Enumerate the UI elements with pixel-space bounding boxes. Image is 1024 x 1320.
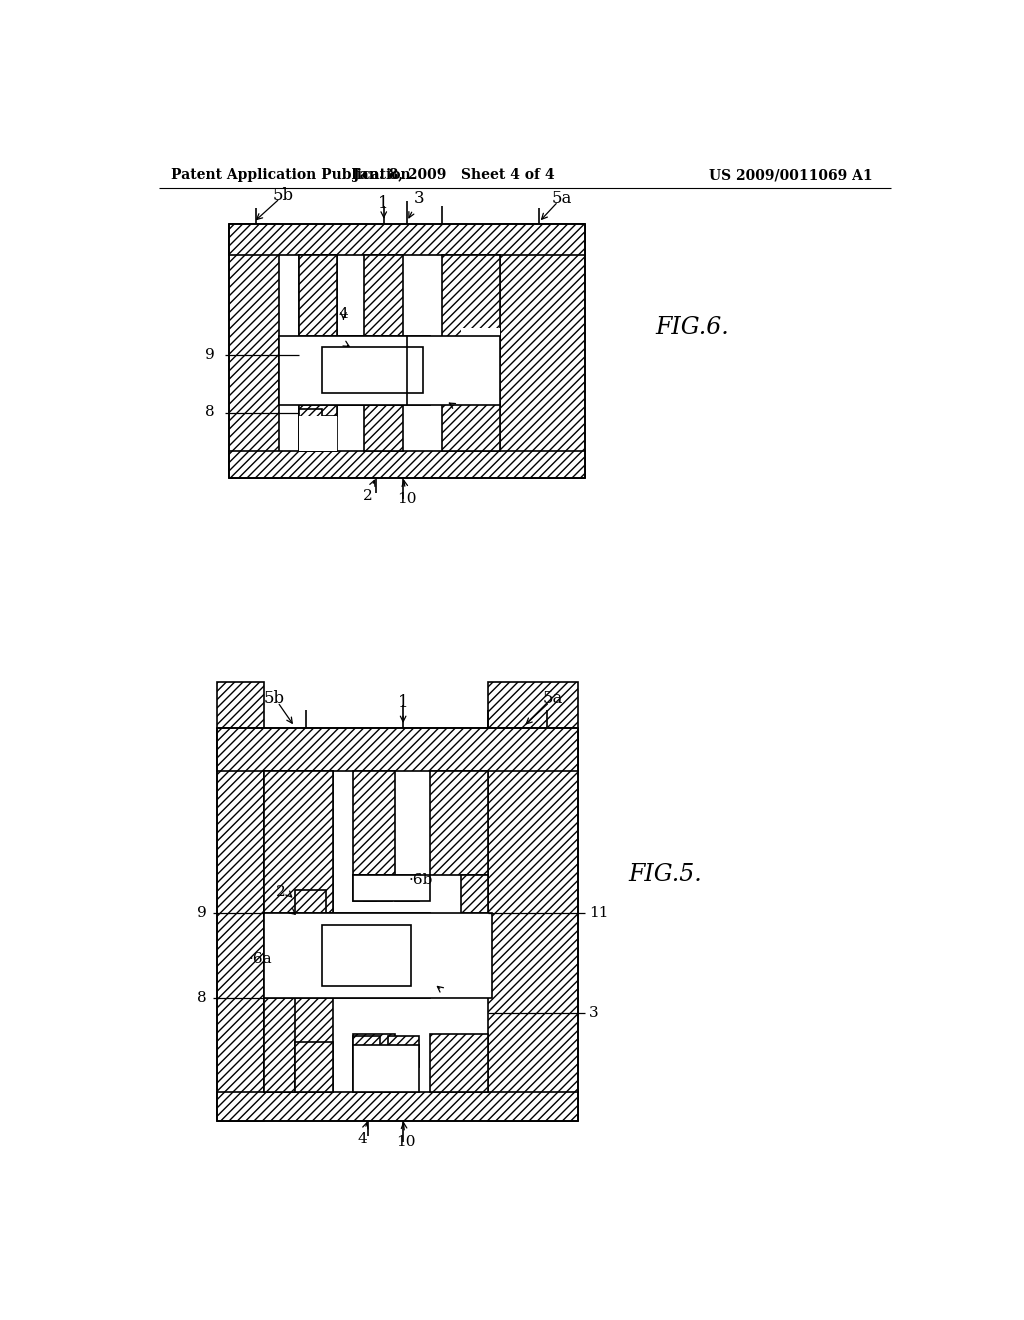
Text: 9: 9 [198,906,207,920]
Bar [461,875,488,913]
Text: 5b: 5b [263,690,285,708]
Bar [430,343,454,381]
Bar [263,913,493,998]
Bar [299,416,337,451]
Bar [430,1034,488,1092]
Text: 1: 1 [379,194,389,218]
Bar [299,409,322,451]
Text: 5a: 5a [552,190,572,207]
Bar [217,682,263,1121]
Text: 9: 9 [205,347,215,362]
Bar [299,335,430,347]
Text: 11: 11 [589,906,608,920]
Text: Jan. 8, 2009   Sheet 4 of 4: Jan. 8, 2009 Sheet 4 of 4 [352,169,554,182]
Bar [217,1092,578,1121]
Text: 4: 4 [339,308,348,321]
Bar [488,682,578,1121]
Bar [322,347,423,393]
Bar [295,1041,334,1092]
Text: 10: 10 [395,1123,415,1150]
Text: FIG.6.: FIG.6. [655,317,729,339]
Bar [461,339,500,355]
Bar [395,875,419,902]
Bar [228,224,280,478]
Bar [365,255,403,335]
Bar [299,255,337,416]
Bar [388,1036,419,1067]
Bar [352,1036,380,1067]
Text: 3: 3 [409,190,424,218]
Bar [352,771,395,875]
Bar [500,224,586,478]
Text: US 2009/0011069 A1: US 2009/0011069 A1 [710,169,872,182]
Bar [299,255,337,451]
Text: Patent Application Publication: Patent Application Publication [171,169,411,182]
Bar [442,401,500,451]
Bar [295,986,430,998]
Bar [280,335,500,405]
Bar [295,890,326,913]
Bar [263,771,334,1092]
Text: 5a: 5a [543,690,563,708]
Bar [228,224,586,255]
Bar [352,1034,395,1092]
Bar [352,875,430,902]
Bar [322,924,411,986]
Text: ·6a: ·6a [248,952,271,966]
Text: 4: 4 [357,1122,368,1146]
Bar [430,771,488,875]
Bar [295,913,430,924]
Bar [263,771,334,913]
Text: 10: 10 [397,480,417,506]
Text: 2: 2 [276,886,286,899]
Bar [352,1045,419,1092]
Bar [352,875,376,902]
Bar [263,998,295,1092]
Bar [217,729,578,771]
Text: 8: 8 [198,991,207,1005]
Bar [442,255,500,355]
Text: 5b: 5b [272,187,294,203]
Bar [337,400,369,405]
Text: FIG.5.: FIG.5. [628,863,701,886]
Bar [228,451,586,478]
Bar [263,913,334,998]
Text: ·6b: ·6b [409,873,433,887]
Bar [365,875,391,902]
Bar [365,405,403,451]
Text: 1: 1 [397,693,409,722]
Text: 3: 3 [589,1006,599,1020]
Bar [299,393,430,405]
Text: 8: 8 [205,405,215,420]
Bar [461,327,500,355]
Bar [337,335,369,341]
Text: 2: 2 [364,480,375,503]
